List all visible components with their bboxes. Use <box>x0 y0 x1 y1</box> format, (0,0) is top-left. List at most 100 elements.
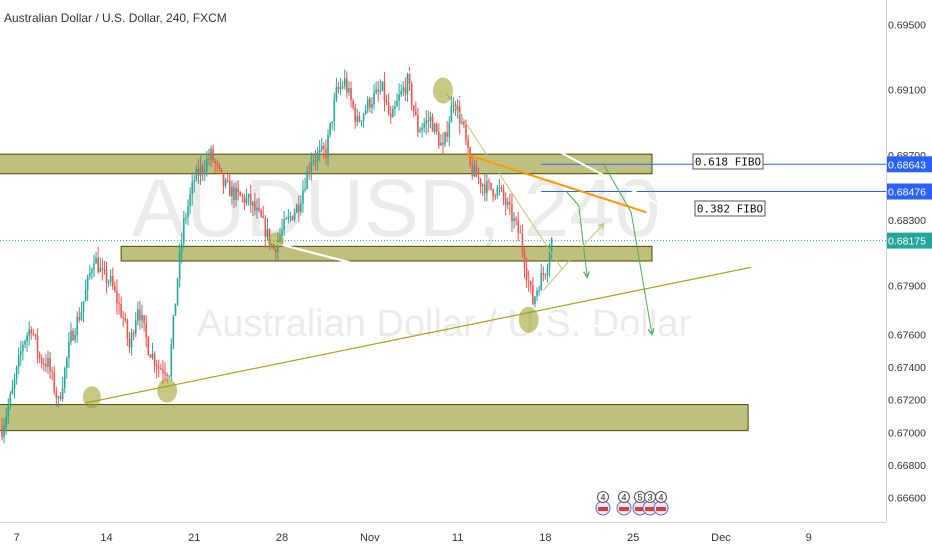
economic-event-marker[interactable]: 3 <box>642 491 658 516</box>
candle-body <box>187 205 189 218</box>
price-tick-label: 0.66800 <box>888 460 926 472</box>
candle-body <box>373 93 375 105</box>
candle-body <box>506 202 509 206</box>
fibo-label-frame <box>694 200 766 217</box>
trendline[interactable] <box>446 94 563 270</box>
trendline[interactable] <box>270 241 670 346</box>
candle-body <box>366 99 369 110</box>
economic-event-marker[interactable]: 4 <box>653 491 669 516</box>
candle-body <box>143 315 145 324</box>
candle-body <box>475 165 478 177</box>
support-resistance-zone[interactable] <box>0 404 749 432</box>
candle-body <box>540 272 543 291</box>
candle-body <box>235 188 237 200</box>
candle-body <box>291 216 294 220</box>
candle-body <box>51 371 53 373</box>
time-axis[interactable]: 7 14 21 28 Nov 11 18 25 Dec 9 <box>14 532 812 544</box>
candle-body <box>331 121 334 123</box>
candle-body <box>9 393 12 406</box>
candle-body <box>534 296 536 305</box>
candle-body <box>122 317 125 319</box>
candle-body <box>356 116 359 122</box>
candle-layer <box>1 67 553 444</box>
candle-body <box>358 116 361 122</box>
candle-body <box>91 269 93 273</box>
candle-body <box>479 178 482 187</box>
candle-body <box>183 218 185 243</box>
time-tick-label: 21 <box>188 532 200 544</box>
candle-body <box>377 89 379 92</box>
candle-body <box>34 334 37 336</box>
candle-body <box>536 290 538 297</box>
time-tick-label: 28 <box>276 532 288 544</box>
trendline[interactable] <box>84 266 751 404</box>
candle-body <box>95 257 97 264</box>
candle-body <box>61 388 64 399</box>
highlight-circle[interactable] <box>432 77 453 104</box>
event-count-badge <box>597 491 609 503</box>
candle-body <box>281 229 283 236</box>
candle-body <box>335 87 338 100</box>
watermark-name: Australian Dollar / U.S. Dollar <box>197 303 692 345</box>
candle-body <box>387 102 390 114</box>
candle-body <box>467 139 469 148</box>
fibo-label-box[interactable]: 0.618 FIBO <box>692 153 764 170</box>
candle-body <box>139 309 141 321</box>
candle-body <box>427 120 430 122</box>
highlight-circle[interactable] <box>267 232 284 249</box>
highlight-circle[interactable] <box>82 386 101 409</box>
candle-body <box>306 171 308 190</box>
candle-body <box>262 216 265 218</box>
candle-body <box>515 218 517 221</box>
candle-body <box>435 123 438 132</box>
candle-body <box>218 164 221 169</box>
candle-body <box>513 218 515 222</box>
price-tick-label: 0.69500 <box>888 19 926 31</box>
fibo-label-box[interactable]: 0.382 FIBO <box>694 200 766 217</box>
candle-body <box>532 285 534 305</box>
candle-body <box>348 88 350 93</box>
candle-body <box>30 329 33 334</box>
price-badge-label: 0.68175 <box>888 236 926 248</box>
candle-body <box>78 317 81 320</box>
candle-body <box>24 341 26 345</box>
candle-body <box>128 338 131 348</box>
candle-body <box>153 353 156 366</box>
price-axis[interactable]: 0.695000.691000.687000.683000.679000.676… <box>887 19 932 505</box>
economic-event-marker[interactable]: 4 <box>595 491 611 516</box>
candle-body <box>254 202 256 211</box>
flag-stripe <box>656 507 666 511</box>
projection-arrow[interactable] <box>565 191 587 278</box>
candle-body <box>381 81 384 91</box>
price-badge <box>887 183 932 200</box>
candle-body <box>245 197 248 204</box>
candle-body <box>40 358 43 364</box>
trendline[interactable] <box>467 153 647 214</box>
event-count: 4 <box>658 493 663 503</box>
price-axis-background <box>886 0 932 550</box>
candle-body <box>145 323 148 338</box>
candle-body <box>68 342 70 358</box>
support-resistance-zone[interactable] <box>120 245 653 262</box>
highlight-circle[interactable] <box>518 306 539 333</box>
candle-body <box>360 120 363 122</box>
candle-body <box>527 280 530 282</box>
candle-body <box>149 355 152 358</box>
candle-body <box>471 165 474 177</box>
candle-body <box>404 87 407 94</box>
candle-body <box>465 124 467 140</box>
candle-body <box>124 318 127 321</box>
candle-body <box>109 275 112 283</box>
highlight-circle[interactable] <box>157 378 178 403</box>
candle-body <box>408 73 411 84</box>
projection-arrow[interactable] <box>542 224 604 291</box>
event-count: 4 <box>621 493 626 503</box>
price-badge <box>887 156 932 173</box>
economic-event-marker[interactable]: 4 <box>616 491 632 516</box>
projection-arrow[interactable] <box>603 164 652 335</box>
candle-body <box>130 332 133 348</box>
candle-body <box>542 272 545 275</box>
candle-body <box>320 145 323 150</box>
